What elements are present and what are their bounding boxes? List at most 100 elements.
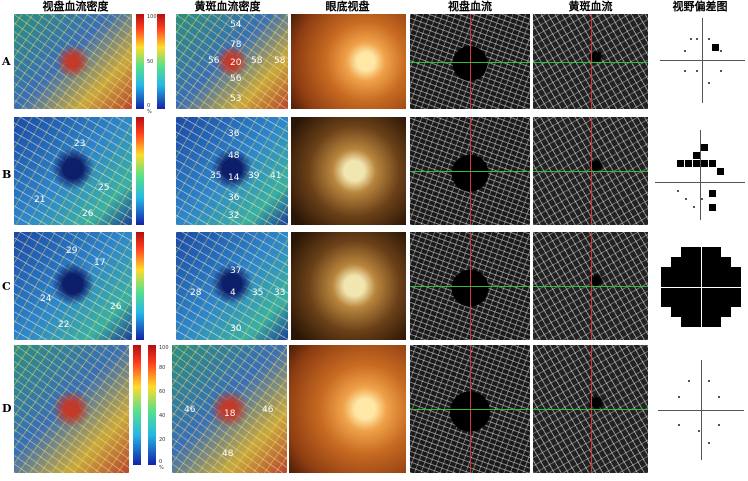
macular-value: 54 [230,20,242,30]
vf-defect [671,277,681,287]
header-macular-flow: 黄斑血流 [568,0,613,13]
vf-point [678,424,680,426]
colour-scale-d2: 100 80 60 40 20 0 % [148,345,169,471]
vf-point [696,38,698,40]
disc-angiogram-b [410,117,530,225]
vf-defect [701,307,711,317]
scale-tick: 40 [159,413,166,419]
vf-defect [711,277,721,287]
vf-defect [691,247,701,257]
vf-point [698,430,700,432]
visual-field-plot-a [660,18,745,103]
vf-axis [655,182,745,183]
macular-value: 53 [230,94,242,104]
macular-value: 28 [190,288,202,298]
vf-defect [681,257,691,267]
vf-defect [731,277,741,287]
macular-value: 36 [228,129,240,139]
colour-scale-b [136,117,144,225]
macular-value: 46 [262,405,274,415]
visual-field-plot-d [658,360,744,460]
vf-defect [709,160,716,167]
vf-point [708,442,710,444]
vf-defect [691,277,701,287]
vf-defect [691,257,701,267]
vf-point [701,198,703,200]
colour-scale-a1: 100 50 0 % [136,14,157,115]
vf-defect [711,317,721,327]
vf-defect [721,267,731,277]
vf-defect [671,287,681,297]
vf-defect [691,297,701,307]
vf-point [677,190,679,192]
fundus-photo-d [289,345,406,473]
vf-point [688,380,690,382]
vf-axis [658,287,744,288]
macular-value: 39 [248,171,260,181]
macular-value: 41 [270,171,282,181]
colour-scale-a2 [157,14,165,109]
vf-defect [711,247,721,257]
macular-value: 48 [228,151,240,161]
header-macular-density: 黄斑血流密度 [194,0,261,13]
macular-value: 46 [184,405,196,415]
vf-defect [701,297,711,307]
row-label-c: C [2,280,11,293]
disc-value: 22 [58,320,70,330]
vf-defect [693,160,700,167]
fundus-photo-a [291,14,406,109]
header-visual-field: 视野偏差图 [672,0,728,13]
vf-defect [711,297,721,307]
macular-value: 35 [210,171,222,181]
macular-density-map-d: 46 18 46 48 [172,345,287,473]
disc-value: 26 [110,302,122,312]
macular-value: 35 [252,288,264,298]
macular-value: 37 [230,266,242,276]
macular-value: 20 [230,58,242,68]
disc-density-map-a [14,14,132,109]
macular-value: 36 [228,193,240,203]
disc-density-map-c: 29 17 24 22 26 [14,232,132,340]
vf-point [718,424,720,426]
vf-defect [701,287,711,297]
macular-value: 4 [230,288,236,298]
macular-value: 30 [230,324,242,334]
vf-defect [731,287,741,297]
disc-value: 29 [66,246,78,256]
row-label-a: A [2,55,11,68]
green-guide-line [410,286,530,287]
vf-point [684,50,686,52]
green-guide-line [533,171,648,172]
visual-field-plot-b [655,130,745,220]
vf-defect [681,317,691,327]
vf-defect [691,307,701,317]
vf-point [684,70,686,72]
vf-defect [693,152,700,159]
vf-defect [721,297,731,307]
disc-angiogram-a [410,14,530,109]
fundus-photo-b [291,117,406,225]
vf-defect [661,267,671,277]
vf-axis [658,410,744,411]
vf-defect [701,247,711,257]
visual-field-plot-c [658,244,744,330]
macular-value: 48 [222,449,234,459]
scale-tick: 0 % [159,459,164,471]
vf-defect [661,277,671,287]
scale-tick: 0 % [147,103,152,115]
macular-value: 14 [228,173,240,183]
macular-angiogram-c [533,232,648,340]
vf-axis [700,130,701,220]
disc-value: 25 [98,183,110,193]
macular-angiogram-a [533,14,648,109]
vf-defect [671,297,681,307]
scale-tick: 100 [147,14,157,20]
vf-defect [721,257,731,267]
macular-value: 56 [208,56,220,66]
vf-defect [701,257,711,267]
vf-point [720,50,722,52]
vf-defect [709,204,716,211]
disc-value: 24 [40,294,52,304]
scale-tick: 20 [159,437,166,443]
disc-value: 21 [34,195,46,205]
